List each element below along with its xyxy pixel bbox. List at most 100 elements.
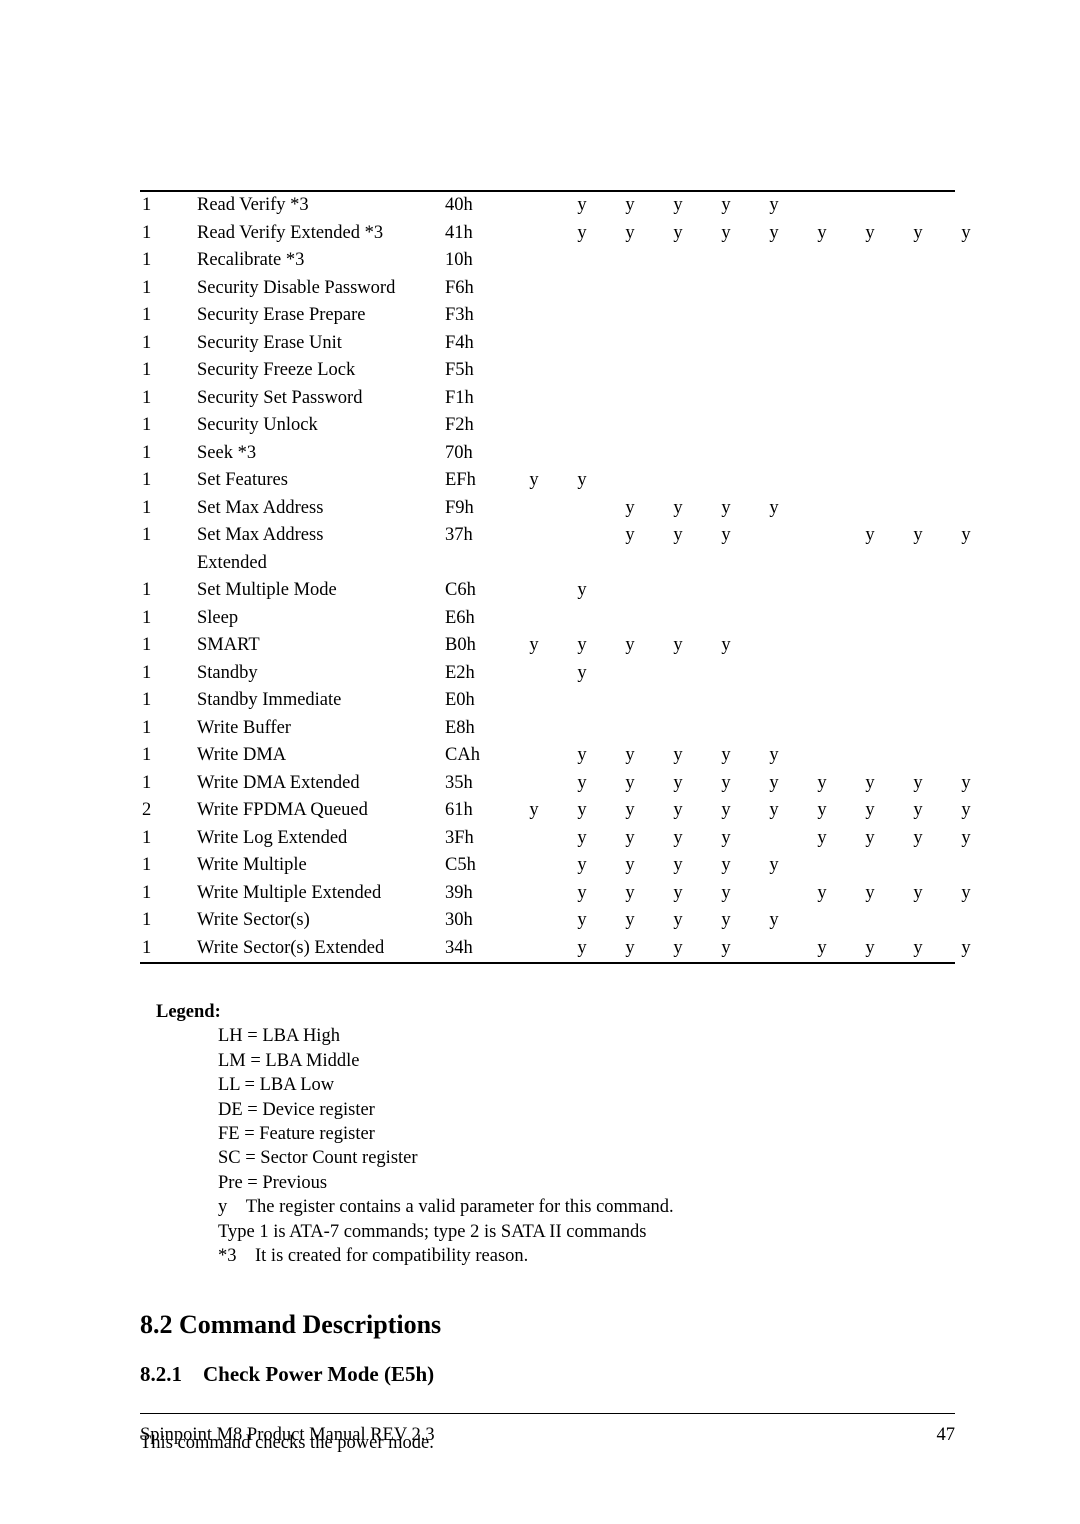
cell-type: 1 [140,247,197,275]
cell-flag [510,440,558,468]
cell-command-name: Extended [197,550,445,578]
cell-flag [798,577,846,605]
cell-flag [750,275,798,303]
cell-type: 1 [140,302,197,330]
cell-flag: y [750,220,798,248]
cell-flag [558,522,606,550]
legend-lines: LH = LBA HighLM = LBA MiddleLL = LBA Low… [218,1024,955,1268]
legend-line: SC = Sector Count register [218,1146,955,1170]
cell-flag [846,907,894,935]
cell-flag [942,385,990,413]
cell-flag: y [654,935,702,963]
cell-opcode: F4h [445,330,510,358]
cell-flag: y [750,907,798,935]
cell-command-name: Write Multiple Extended [197,880,445,908]
cell-type: 1 [140,275,197,303]
cell-command-name: Sleep [197,605,445,633]
subsection-heading: 8.2.1 Check Power Mode (E5h) [140,1362,955,1387]
cell-flag [702,275,750,303]
cell-opcode: 3Fh [445,825,510,853]
cell-flag [798,605,846,633]
cell-flag: y [942,220,990,248]
footer-rule [140,1413,955,1414]
cell-flag: y [606,192,654,220]
cell-opcode: F9h [445,495,510,523]
cell-flag [942,660,990,688]
cell-opcode: 34h [445,935,510,963]
legend-line: y The register contains a valid paramete… [218,1195,955,1219]
cell-flag [606,605,654,633]
cell-flag [750,632,798,660]
cell-flag: y [942,770,990,798]
cell-flag: y [942,935,990,963]
cell-flag: y [702,825,750,853]
cell-flag: y [894,522,942,550]
cell-opcode: 39h [445,880,510,908]
cell-type: 1 [140,742,197,770]
cell-opcode: F6h [445,275,510,303]
cell-flag [510,192,558,220]
cell-flag: y [654,852,702,880]
cell-type: 1 [140,935,197,963]
cell-command-name: Write Sector(s) Extended [197,935,445,963]
cell-flag: y [606,742,654,770]
cell-flag [942,495,990,523]
cell-flag [606,412,654,440]
cell-flag [654,302,702,330]
table-row: 1Read Verify *340hyyyyy [140,192,990,220]
cell-flag: y [702,852,750,880]
table-row: 1Security Disable PasswordF6h [140,275,990,303]
cell-flag: y [606,907,654,935]
table-row: 1Write Log Extended3Fhyyyyyyyy [140,825,990,853]
cell-opcode: 61h [445,797,510,825]
page-footer: Spinpoint M8 Product Manual REV 2.3 47 [140,1425,955,1446]
cell-flag [606,467,654,495]
cell-flag [846,330,894,358]
legend-block: Legend: LH = LBA HighLM = LBA MiddleLL =… [140,1000,955,1268]
cell-flag: y [654,907,702,935]
cell-flag: y [894,797,942,825]
cell-opcode: C5h [445,852,510,880]
cell-flag [654,577,702,605]
cell-flag: y [558,852,606,880]
cell-flag: y [798,220,846,248]
cell-flag [558,495,606,523]
cell-flag [510,522,558,550]
cell-command-name: Recalibrate *3 [197,247,445,275]
table-row: 1Security Freeze LockF5h [140,357,990,385]
table-row: 1StandbyE2hy [140,660,990,688]
cell-flag [894,440,942,468]
cell-flag [798,742,846,770]
cell-flag: y [798,825,846,853]
cell-flag: y [750,852,798,880]
cell-flag: y [846,935,894,963]
cell-flag [846,550,894,578]
cell-flag [510,385,558,413]
cell-flag [798,852,846,880]
cell-flag: y [894,825,942,853]
cell-flag [846,467,894,495]
page: 1Read Verify *340hyyyyy1Read Verify Exte… [0,0,1080,1524]
cell-flag [846,577,894,605]
cell-opcode: 35h [445,770,510,798]
table-row: 1Write MultipleC5hyyyyy [140,852,990,880]
cell-flag [798,687,846,715]
cell-flag [942,357,990,385]
cell-flag: y [702,192,750,220]
cell-type: 1 [140,825,197,853]
cell-flag [798,632,846,660]
cell-flag [510,302,558,330]
cell-command-name: Set Max Address [197,495,445,523]
cell-flag [654,467,702,495]
cell-flag [846,247,894,275]
cell-flag: y [942,522,990,550]
table-row: 1SleepE6h [140,605,990,633]
cell-flag [846,715,894,743]
cell-command-name: Security Freeze Lock [197,357,445,385]
cell-flag [702,357,750,385]
cell-flag [510,825,558,853]
cell-flag [702,687,750,715]
cell-flag: y [846,880,894,908]
cell-flag [942,302,990,330]
cell-opcode [445,550,510,578]
